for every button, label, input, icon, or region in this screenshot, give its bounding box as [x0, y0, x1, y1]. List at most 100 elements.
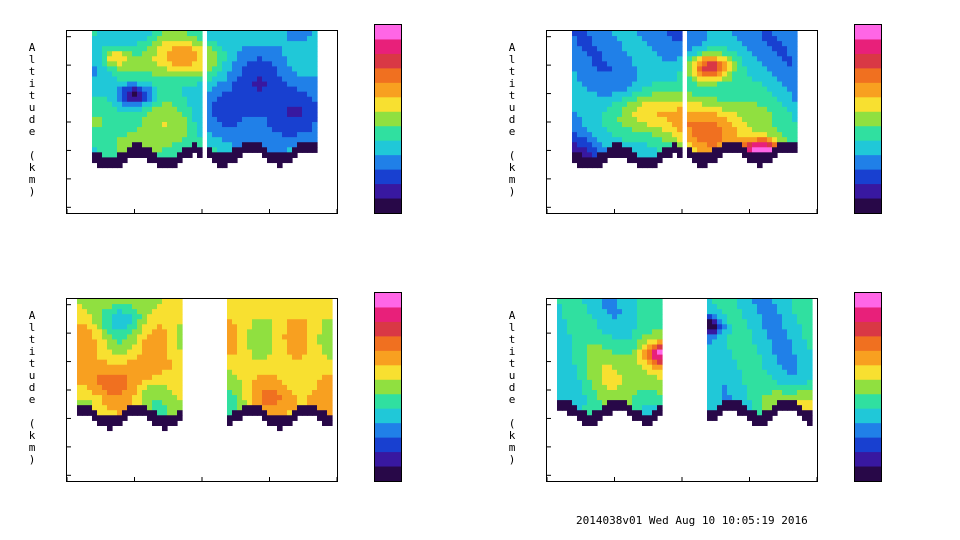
contour-cell — [742, 339, 748, 346]
contour-cell — [592, 319, 598, 325]
contour-cell — [572, 106, 578, 113]
contour-cell — [772, 395, 778, 401]
contour-cell — [772, 142, 778, 148]
contour-cell — [787, 334, 793, 341]
contour-cell — [717, 91, 723, 98]
contour-cell — [107, 106, 113, 113]
contour-cell — [762, 359, 768, 366]
contour-cell — [177, 329, 183, 335]
contour-cell — [597, 91, 603, 98]
contour-cell — [612, 101, 618, 108]
contour-cell — [102, 137, 108, 143]
contour-cell — [277, 142, 283, 148]
contour-cell — [712, 359, 718, 366]
contour-cell — [577, 51, 583, 57]
contour-cell — [572, 364, 578, 371]
contour-cell — [617, 31, 623, 37]
contour-cell — [657, 344, 663, 351]
contour-cell — [787, 96, 793, 103]
contour-cell — [267, 349, 273, 356]
contour-cell — [757, 324, 763, 330]
contour-cell — [112, 349, 118, 356]
contour-cell — [617, 96, 623, 103]
contour-cell — [652, 127, 658, 133]
contour-cell — [607, 405, 613, 411]
contour-cell — [657, 46, 663, 52]
contour-cell — [127, 137, 133, 143]
contour-cell — [197, 31, 203, 37]
contour-cell — [747, 309, 753, 315]
contour-cell — [317, 324, 323, 330]
contour-cell — [192, 106, 198, 113]
contour-cell — [637, 51, 643, 57]
contour-cell — [602, 157, 608, 164]
contour-cell — [667, 51, 673, 57]
contour-cell — [722, 142, 728, 148]
contour-cell — [102, 314, 108, 320]
contour-cell — [92, 410, 98, 416]
contour-cell — [762, 344, 768, 351]
contour-cell — [572, 329, 578, 335]
contour-cell — [727, 61, 733, 67]
contour-cell — [727, 106, 733, 113]
contour-cell — [802, 390, 808, 396]
contour-cell — [112, 364, 118, 371]
contour-cell — [652, 319, 658, 325]
contour-cell — [757, 61, 763, 67]
contour-cell — [752, 314, 758, 320]
contour-cell — [322, 364, 328, 371]
contour-cell — [252, 91, 258, 98]
contour-cell — [787, 339, 793, 346]
colorbar-swatch — [855, 408, 881, 424]
contour-cell — [292, 86, 298, 93]
contour-cell — [592, 76, 598, 83]
contour-cell — [147, 157, 153, 164]
contour-cell — [147, 96, 153, 103]
contour-cell — [242, 101, 248, 108]
contour-cell — [322, 359, 328, 366]
contour-cell — [177, 339, 183, 346]
contour-cell — [112, 400, 118, 406]
contour-cell — [277, 116, 283, 123]
contour-cell — [107, 415, 113, 421]
contour-cell — [117, 56, 123, 62]
contour-cell — [217, 162, 223, 169]
contour-cell — [307, 46, 313, 52]
contour-cell — [567, 324, 573, 330]
contour-cell — [212, 122, 218, 128]
contour-cell — [182, 31, 188, 37]
contour-cell — [642, 147, 648, 153]
contour-cell — [612, 71, 618, 78]
contour-cell — [592, 132, 598, 138]
contour-cell — [107, 137, 113, 143]
contour-cell — [302, 122, 308, 128]
contour-cell — [712, 61, 718, 67]
contour-cell — [162, 71, 168, 78]
contour-cell — [707, 31, 713, 37]
contour-cell — [117, 36, 123, 42]
contour-cell — [327, 364, 333, 371]
contour-cell — [617, 46, 623, 52]
contour-cell — [612, 349, 618, 356]
contour-cell — [117, 400, 123, 406]
contour-cell — [577, 364, 583, 371]
contour-cell — [207, 101, 213, 108]
contour-cell — [197, 152, 203, 158]
contour-cell — [692, 86, 698, 93]
contour-cell — [767, 299, 773, 305]
contour-cell — [567, 379, 573, 386]
colorbar-swatch — [375, 379, 401, 395]
contour-cell — [607, 334, 613, 341]
contour-cell — [132, 91, 138, 98]
contour-cell — [247, 116, 253, 123]
contour-cell — [282, 116, 288, 123]
contour-cell — [792, 81, 798, 88]
contour-cell — [642, 374, 648, 381]
contour-cell — [227, 66, 233, 73]
contour-cell — [317, 304, 323, 310]
contour-cell — [227, 344, 233, 351]
contour-cell — [582, 299, 588, 305]
contour-cell — [152, 334, 158, 341]
contour-cell — [287, 324, 293, 330]
contour-cell — [292, 405, 298, 411]
